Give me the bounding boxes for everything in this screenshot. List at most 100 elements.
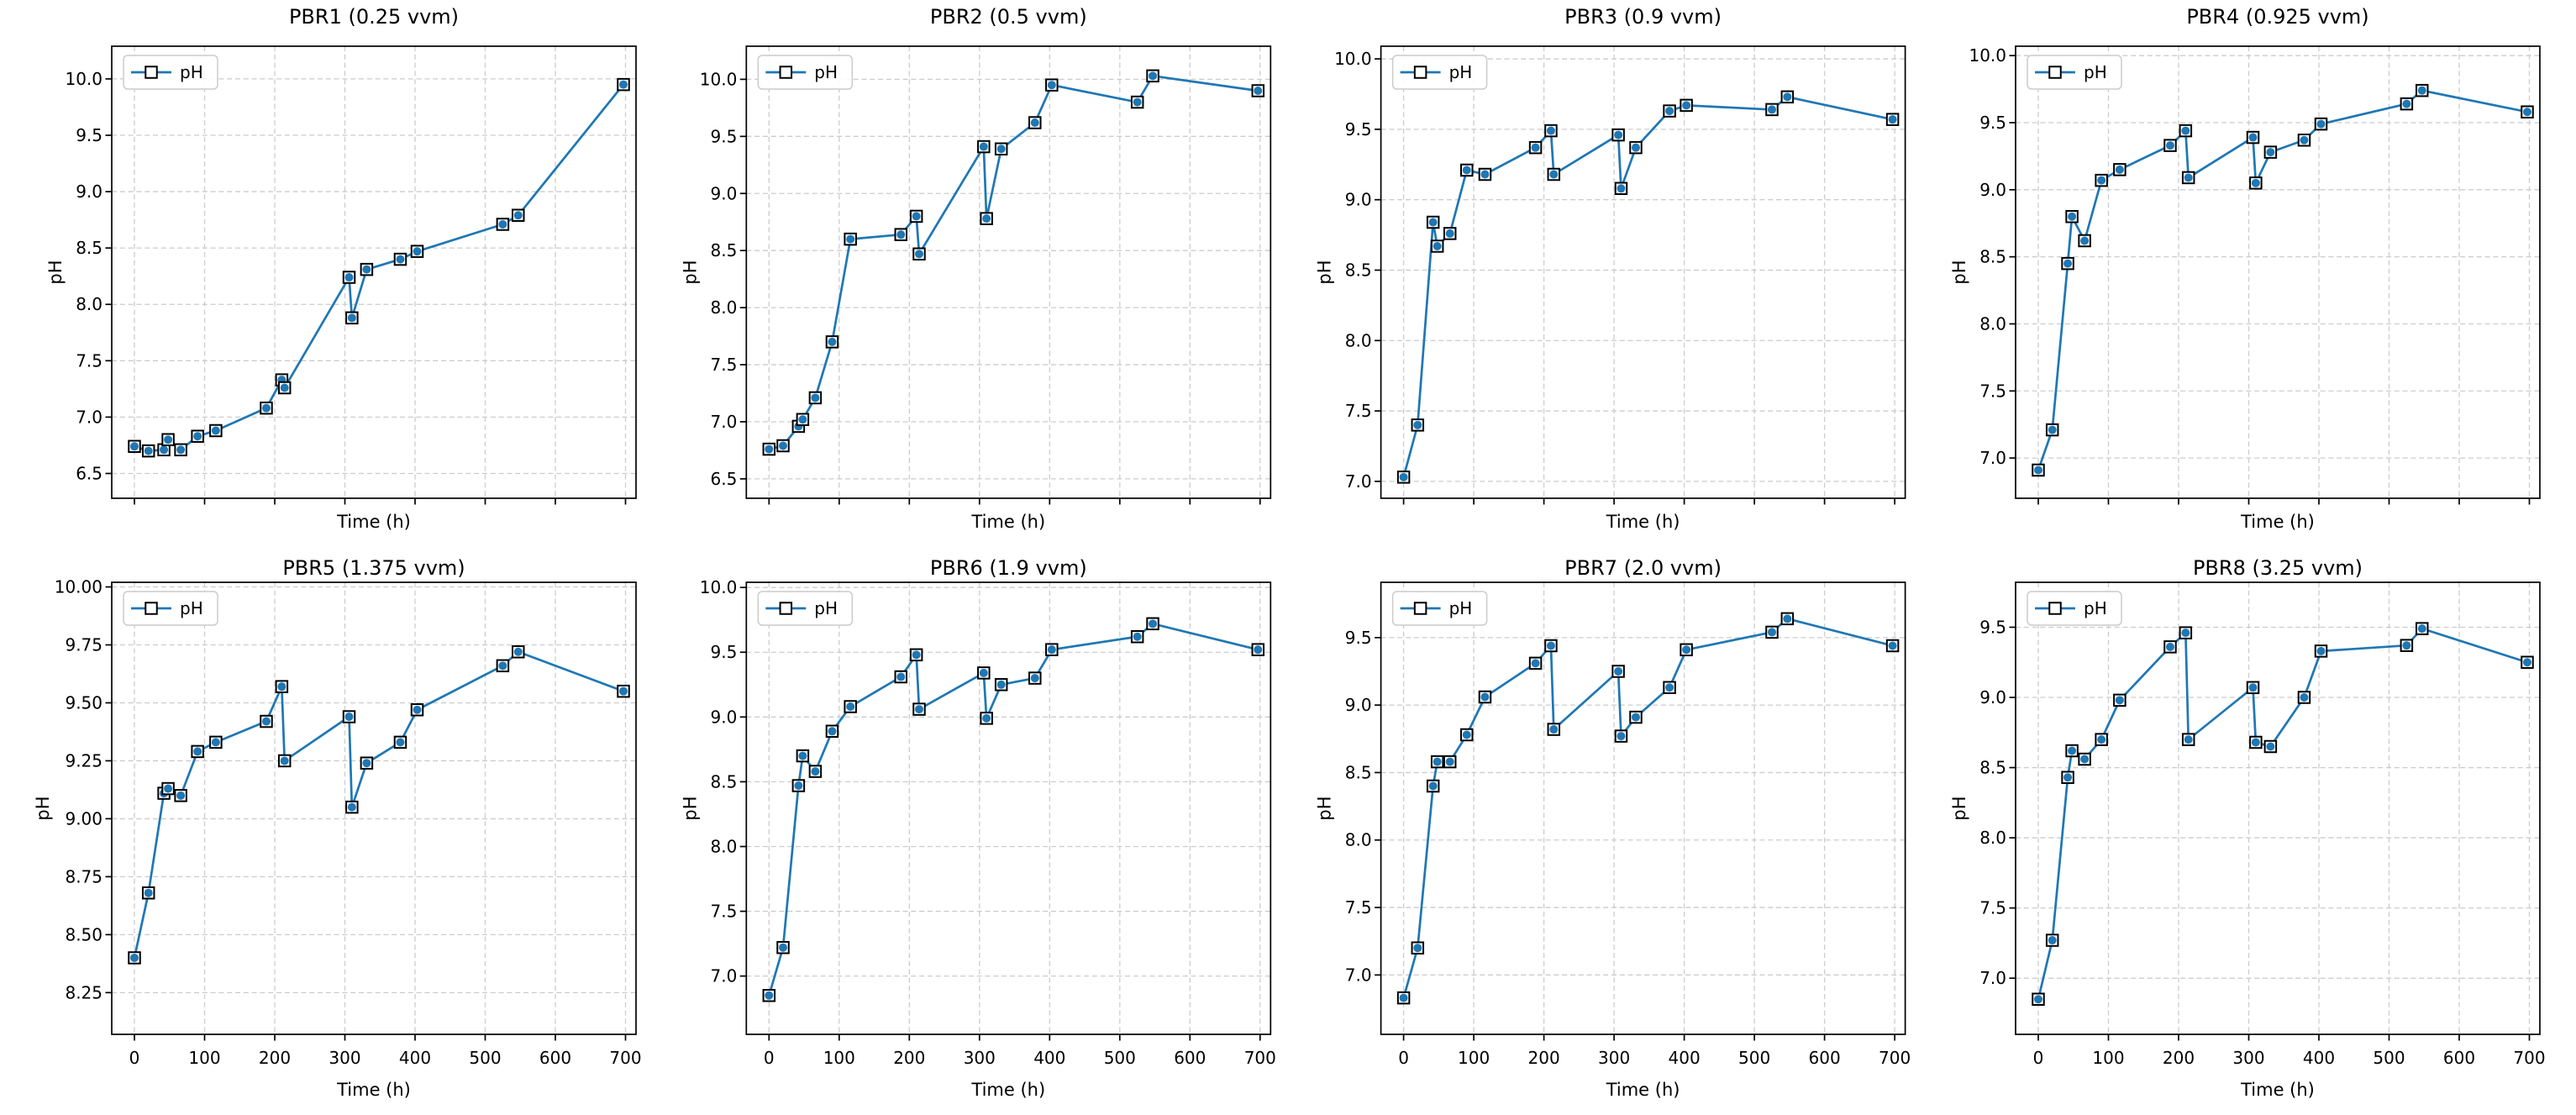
x-tick-label: 700 <box>1879 1048 1911 1068</box>
data-point-dot <box>2251 178 2260 187</box>
plot-area <box>2016 582 2540 1034</box>
data-point-dot <box>1030 674 1039 683</box>
y-tick-label: 8.5 <box>1979 247 2006 267</box>
plot-frame <box>111 581 637 1035</box>
x-tick-label: 0 <box>764 1048 775 1068</box>
x-axis-label: Time (h) <box>1606 1080 1680 1100</box>
data-point-dot <box>164 435 173 444</box>
x-tick-label: 200 <box>1528 1048 1560 1068</box>
subplot-pbr1: 6.5 7.0 7.5 8.0 8.5 9.0 9.5 10.0 PBR1 (0.25 vvm)… <box>45 5 637 532</box>
y-tick-label: 7.5 <box>710 355 737 375</box>
legend: pH <box>2027 591 2122 626</box>
y-tick-label: 10.00 <box>55 577 103 597</box>
y-tick-label: 7.5 <box>1345 401 1372 421</box>
y-tick-label: 8.25 <box>65 982 103 1002</box>
plot-frame <box>2015 581 2541 1035</box>
data-point-dot <box>828 727 837 736</box>
data-point-dot <box>2522 108 2531 117</box>
data-point-dot <box>779 441 787 450</box>
x-axis-label: Time (h) <box>970 512 1045 532</box>
data-point-dot <box>2097 735 2106 744</box>
data-point-dot <box>1433 241 1442 250</box>
plot-area <box>1380 582 1906 1034</box>
y-axis-label: pH <box>33 796 53 820</box>
data-point-dot <box>2181 629 2190 638</box>
data-point-dot <box>344 713 354 722</box>
data-point-dot <box>2300 135 2309 145</box>
subplot-pbr3: 7.0 7.5 8.0 8.5 9.0 9.5 10.0 PBR3 (0.9 vvm) Time… <box>1315 5 1906 532</box>
data-point-dot <box>144 446 153 455</box>
y-tick-label: 8.5 <box>1345 260 1372 280</box>
y-tick-label: 8.5 <box>710 771 737 792</box>
data-point-dot <box>1531 143 1540 152</box>
y-tick-label: 10.0 <box>700 577 738 597</box>
plot-title: PBR1 (0.25 vvm) <box>289 5 459 29</box>
legend-label: pH <box>2084 598 2107 618</box>
data-point-dot <box>347 313 356 323</box>
x-axis-label: Time (h) <box>336 1080 411 1100</box>
ph-line <box>2037 89 2529 471</box>
data-point-dot <box>280 383 289 392</box>
x-tick-label: 500 <box>2373 1048 2405 1068</box>
data-point-dot <box>2300 693 2309 702</box>
data-point-dot <box>1133 632 1142 641</box>
legend-square-marker-icon <box>145 602 158 615</box>
legend-label: pH <box>180 598 203 618</box>
y-tick-label: 10.0 <box>65 69 103 89</box>
data-point-dot <box>2248 683 2258 692</box>
data-point-dot <box>1399 993 1408 1002</box>
y-tick-label: 8.5 <box>710 240 737 260</box>
y-tick-label: 8.0 <box>76 294 103 314</box>
y-tick-label: 9.75 <box>65 634 103 655</box>
data-point-dot <box>811 767 820 776</box>
y-tick-label: 8.5 <box>1345 762 1372 782</box>
legend: pH <box>757 591 854 626</box>
data-point-dot <box>2034 465 2042 475</box>
data-point-dot <box>982 214 991 224</box>
y-tick-label: 7.0 <box>710 966 737 986</box>
y-tick-label: 9.0 <box>1979 687 2006 707</box>
plot-area <box>2016 46 2540 498</box>
data-point-dot <box>1631 713 1640 722</box>
y-tick-label: 7.5 <box>1979 898 2006 918</box>
data-point-dot <box>2402 99 2411 108</box>
data-point-dot <box>996 680 1006 689</box>
plot-title: PBR8 (3.25 vvm) <box>2193 556 2363 580</box>
data-point-dot <box>914 250 923 259</box>
data-point-dot <box>2251 738 2260 747</box>
data-point-dot <box>2063 259 2073 268</box>
x-tick-label: 100 <box>188 1048 220 1068</box>
data-point-dot <box>1462 166 1471 175</box>
data-point-dot <box>160 445 169 455</box>
legend-label: pH <box>1449 62 1473 82</box>
subplot-pbr4: 7.0 7.5 8.0 8.5 9.0 9.5 10.0 PBR4 (0.925 vvm) Ti… <box>1949 5 2541 532</box>
data-point-dot <box>618 686 628 696</box>
legend-square-marker-icon <box>779 66 793 79</box>
data-point-dot <box>1433 757 1442 766</box>
subplot-pbr7: 0 100 200 300 400 500 600 700 7.0 7.5 8.0 8.5 9.0 9.5… <box>1315 556 1911 1100</box>
x-tick-label: 300 <box>329 1048 360 1068</box>
y-tick-label: 6.5 <box>76 463 103 483</box>
y-tick-label: 9.0 <box>1979 180 2006 200</box>
data-point-dot <box>396 255 405 264</box>
data-point-dot <box>1546 126 1555 135</box>
y-tick-label: 8.0 <box>1345 830 1372 850</box>
data-point-dot <box>1617 732 1626 741</box>
y-tick-label: 9.0 <box>1345 190 1372 210</box>
y-tick-label: 9.5 <box>1345 119 1372 139</box>
data-point-dot <box>2248 133 2258 142</box>
plot-title: PBR3 (0.9 vvm) <box>1564 5 1722 29</box>
legend-square-marker-icon <box>1413 602 1427 615</box>
y-tick-label: 8.50 <box>65 924 103 944</box>
y-tick-label: 8.5 <box>1979 758 2006 778</box>
x-tick-label: 300 <box>2232 1048 2264 1068</box>
data-point-dot <box>912 212 921 221</box>
y-tick-label: 7.0 <box>76 407 103 427</box>
y-tick-label: 8.5 <box>76 238 103 258</box>
y-axis-label: pH <box>680 796 700 820</box>
data-point-dot <box>1428 781 1438 791</box>
data-point-dot <box>1682 645 1691 655</box>
data-point-dot <box>811 393 820 402</box>
data-point-dot <box>1617 184 1626 193</box>
